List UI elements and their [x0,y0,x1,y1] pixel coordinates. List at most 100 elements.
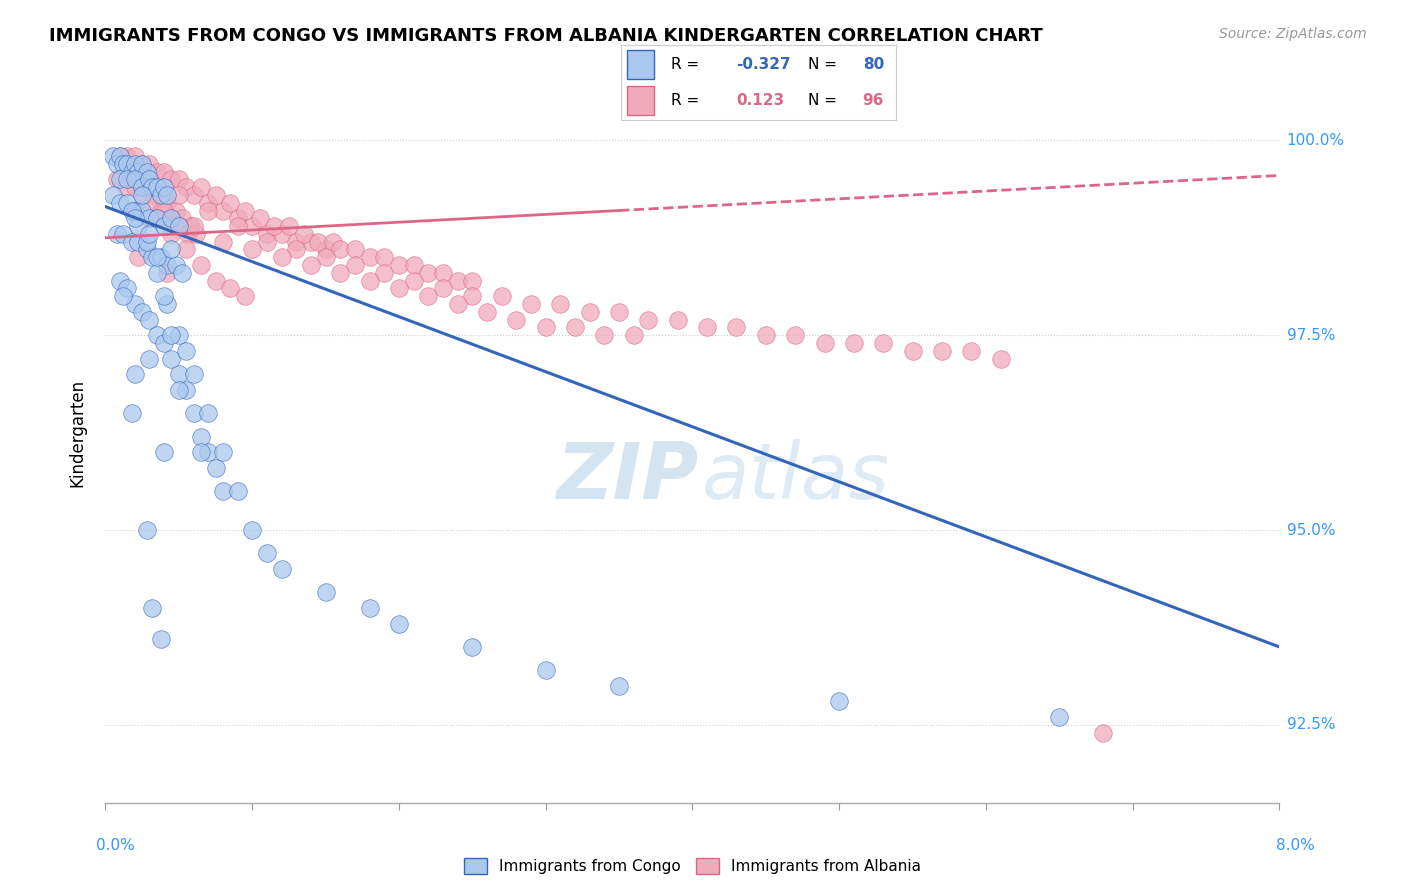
Point [167,188,190,202]
Point [160,211,183,226]
Point [315,243,337,257]
Point [167,383,190,397]
Text: 97.5%: 97.5% [1286,327,1336,343]
Text: 8.0%: 8.0% [1275,838,1315,853]
Point [578,305,600,319]
Point [124,203,146,218]
Point [160,328,183,343]
Point [219,281,242,295]
Point [534,320,557,334]
Text: R =: R = [671,93,699,108]
Point [127,250,149,264]
Point [285,235,308,249]
Point [108,149,131,163]
Point [197,406,219,420]
Point [1092,725,1115,739]
Point [156,188,179,202]
Point [520,297,543,311]
Text: 92.5%: 92.5% [1286,717,1336,732]
Point [785,328,807,343]
Point [256,235,278,249]
Point [402,258,425,272]
Point [127,172,149,186]
Point [112,227,135,241]
Text: 0.123: 0.123 [737,93,785,108]
Point [101,188,124,202]
Point [343,243,366,257]
Point [153,203,176,218]
Point [359,274,381,288]
Point [240,219,263,233]
Point [249,211,271,226]
Point [931,343,953,358]
Point [418,289,440,303]
Point [115,180,138,194]
Bar [627,87,654,115]
Point [872,336,894,351]
Point [623,328,645,343]
Point [270,562,292,576]
Point [150,188,173,202]
Point [138,157,160,171]
Point [101,149,124,163]
Point [150,250,173,264]
Text: atlas: atlas [702,439,890,515]
Point [167,172,190,186]
Point [121,164,143,178]
Point [138,211,160,226]
Point [146,250,169,264]
Point [402,274,425,288]
Point [299,258,322,272]
Point [418,266,440,280]
Point [755,328,778,343]
Point [135,164,157,178]
Point [150,632,173,647]
Point [447,274,470,288]
Point [183,188,205,202]
Point [322,235,344,249]
Point [359,601,381,615]
Point [285,243,308,257]
Point [131,180,153,194]
Point [117,281,139,295]
Point [564,320,586,334]
Point [226,211,249,226]
Point [1047,710,1070,724]
Point [153,289,176,303]
Point [329,243,352,257]
Point [277,219,299,233]
Point [160,172,183,186]
Point [124,180,146,194]
Point [233,203,256,218]
Point [475,305,498,319]
Point [156,266,179,280]
Point [211,203,233,218]
Bar [627,50,654,78]
Point [343,258,366,272]
Point [138,172,160,186]
Point [186,227,208,241]
Point [183,367,205,381]
Point [226,219,249,233]
Point [204,460,226,475]
Point [131,157,153,171]
Point [105,157,128,171]
Text: N =: N = [808,57,837,72]
Point [197,203,219,218]
Point [153,164,176,178]
Text: 80: 80 [863,57,884,72]
Point [141,195,163,210]
Point [607,679,630,693]
Point [211,484,233,499]
Point [108,195,131,210]
Point [127,235,149,249]
Point [233,289,256,303]
Point [204,274,226,288]
Point [901,343,924,358]
Point [108,149,131,163]
Point [270,227,292,241]
Point [117,149,139,163]
Legend: Immigrants from Congo, Immigrants from Albania: Immigrants from Congo, Immigrants from A… [458,852,927,880]
Point [165,258,187,272]
Point [146,180,169,194]
